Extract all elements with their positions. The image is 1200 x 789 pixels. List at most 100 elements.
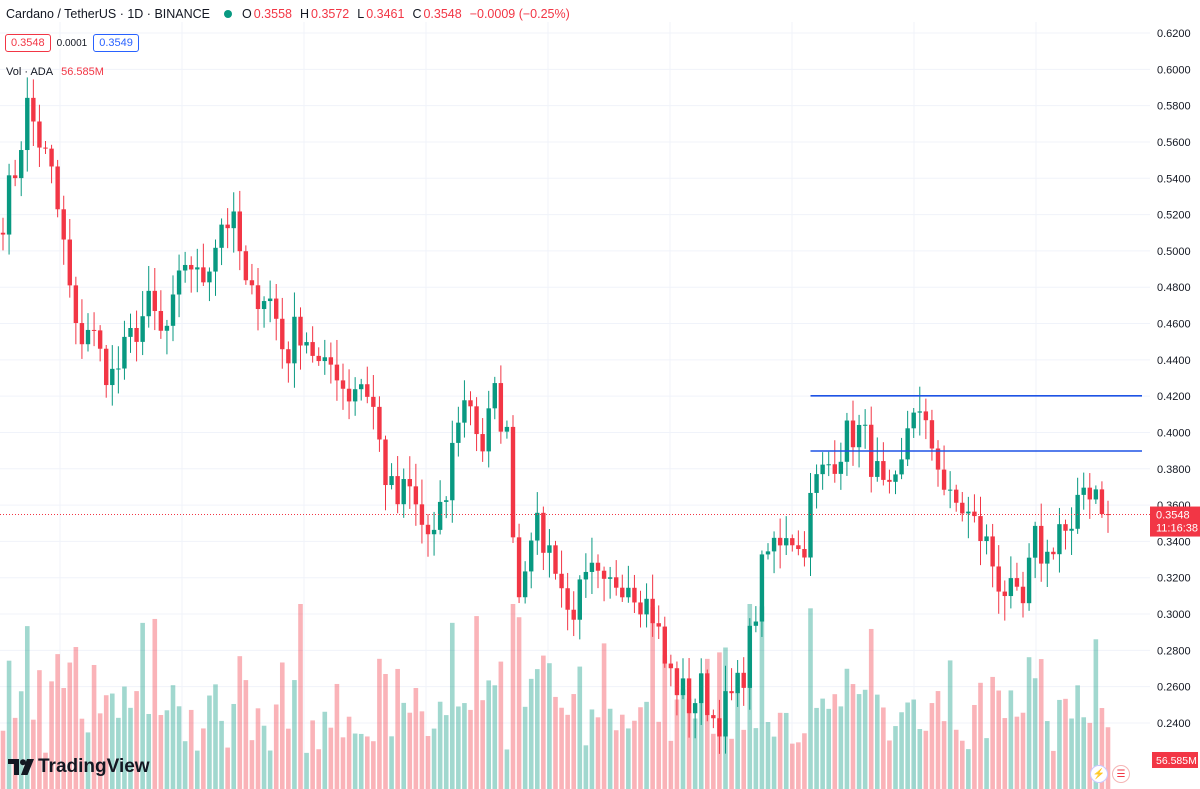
volume-bar <box>911 699 917 789</box>
y-tick-label: 0.5200 <box>1157 210 1191 222</box>
y-tick-label: 0.3400 <box>1157 536 1191 548</box>
volume-bars <box>0 604 1111 789</box>
candle-body <box>122 336 127 369</box>
volume-bar <box>729 738 734 789</box>
candle-body <box>765 551 771 555</box>
candle-body <box>371 396 376 407</box>
buy-button[interactable]: 0.3549 <box>93 34 139 52</box>
price-axis[interactable]: 0.6200 0.6000 0.5800 0.5600 0.5400 0.5200 0.50… <box>1157 28 1191 730</box>
candle-body <box>1087 487 1092 500</box>
candle-body <box>280 318 285 350</box>
horizontal-levels[interactable] <box>810 394 1143 452</box>
y-tick-label: 0.3600 <box>1157 500 1191 512</box>
volume-bar <box>935 691 941 789</box>
candle-body <box>899 459 904 475</box>
candle-body <box>996 566 1001 592</box>
volume-legend[interactable]: Vol · ADA 56.585M <box>6 66 104 78</box>
us-flag-icon[interactable]: ☰ <box>1112 765 1130 783</box>
low-value: 0.3461 <box>366 7 405 21</box>
tradingview-logo-icon <box>8 759 34 775</box>
low-label: L <box>357 7 365 21</box>
candle-body <box>444 500 449 502</box>
candle-body <box>711 715 716 719</box>
candle-body <box>814 474 819 493</box>
volume-bar <box>522 706 528 789</box>
candle-body <box>104 348 109 386</box>
volume-bar <box>413 688 419 789</box>
candle-body <box>274 298 279 319</box>
candle-body <box>237 211 242 252</box>
candle-body <box>790 538 795 546</box>
logo-text: TradingView <box>38 756 150 777</box>
volume-bar <box>316 749 322 789</box>
lightning-icon[interactable]: ⚡ <box>1090 765 1108 783</box>
candle-body <box>79 323 85 345</box>
volume-bar <box>194 750 200 789</box>
candle-body <box>541 512 546 553</box>
candle-body <box>480 434 485 452</box>
volume-bar <box>984 738 989 789</box>
candle-body <box>929 420 935 449</box>
candle-body <box>856 424 862 448</box>
volume-bar <box>953 729 959 789</box>
tradingview-logo[interactable]: TradingView <box>8 756 150 778</box>
candle-body <box>377 406 382 440</box>
candle-body <box>1008 578 1014 597</box>
volume-bar <box>814 707 819 789</box>
candle-body <box>504 426 510 432</box>
open-label: O <box>242 7 252 21</box>
candle-body <box>960 502 965 514</box>
candle-body <box>1093 489 1099 500</box>
candle-body <box>201 267 206 283</box>
candle-body <box>322 357 327 362</box>
volume-bar <box>777 712 783 789</box>
candle-body <box>116 368 121 370</box>
volume-bar <box>692 718 698 789</box>
candle-body <box>844 420 850 462</box>
volume-bar <box>783 712 789 789</box>
candle-body <box>170 294 176 326</box>
volume-bar <box>480 700 485 789</box>
candle-body <box>516 537 522 598</box>
candle-body <box>595 562 601 571</box>
candle-body <box>1099 489 1105 515</box>
volume-bar <box>97 713 103 789</box>
candle-body <box>686 678 692 714</box>
volume-bar <box>656 721 662 789</box>
volume-bar <box>1002 718 1008 789</box>
volume-bar <box>486 680 492 789</box>
candle-body <box>784 538 789 546</box>
candle-body <box>31 97 36 122</box>
sell-button[interactable]: 0.3548 <box>5 34 51 52</box>
volume-bar <box>862 689 868 789</box>
volume-bar <box>528 678 534 789</box>
symbol-title[interactable]: Cardano / TetherUS · 1D · BINANCE <box>6 7 211 21</box>
y-tick-label: 0.4400 <box>1157 355 1191 367</box>
volume-bar <box>407 712 413 789</box>
volume-bar <box>704 658 710 789</box>
candle-body <box>510 426 516 538</box>
candle-body <box>614 577 619 588</box>
volume-bar <box>383 674 388 789</box>
candle-body <box>486 408 491 452</box>
candle-body <box>777 537 783 546</box>
volume-bar <box>279 662 285 789</box>
candle-body <box>456 422 461 443</box>
candle-body <box>626 587 631 598</box>
volume-bar <box>437 701 443 789</box>
volume-bar <box>826 708 832 789</box>
candle-body <box>680 678 686 696</box>
volume-bar <box>662 655 668 789</box>
volume-bar <box>0 730 6 789</box>
candle-body <box>638 602 643 615</box>
volume-bar <box>607 708 613 789</box>
candle-body <box>984 536 989 542</box>
candle-body <box>401 479 406 505</box>
volume-bar <box>990 676 995 789</box>
volume-bar <box>553 696 558 789</box>
volume-bar <box>808 608 813 789</box>
volume-bar <box>917 729 923 789</box>
volume-bar <box>1020 712 1026 789</box>
candle-body <box>947 489 953 491</box>
